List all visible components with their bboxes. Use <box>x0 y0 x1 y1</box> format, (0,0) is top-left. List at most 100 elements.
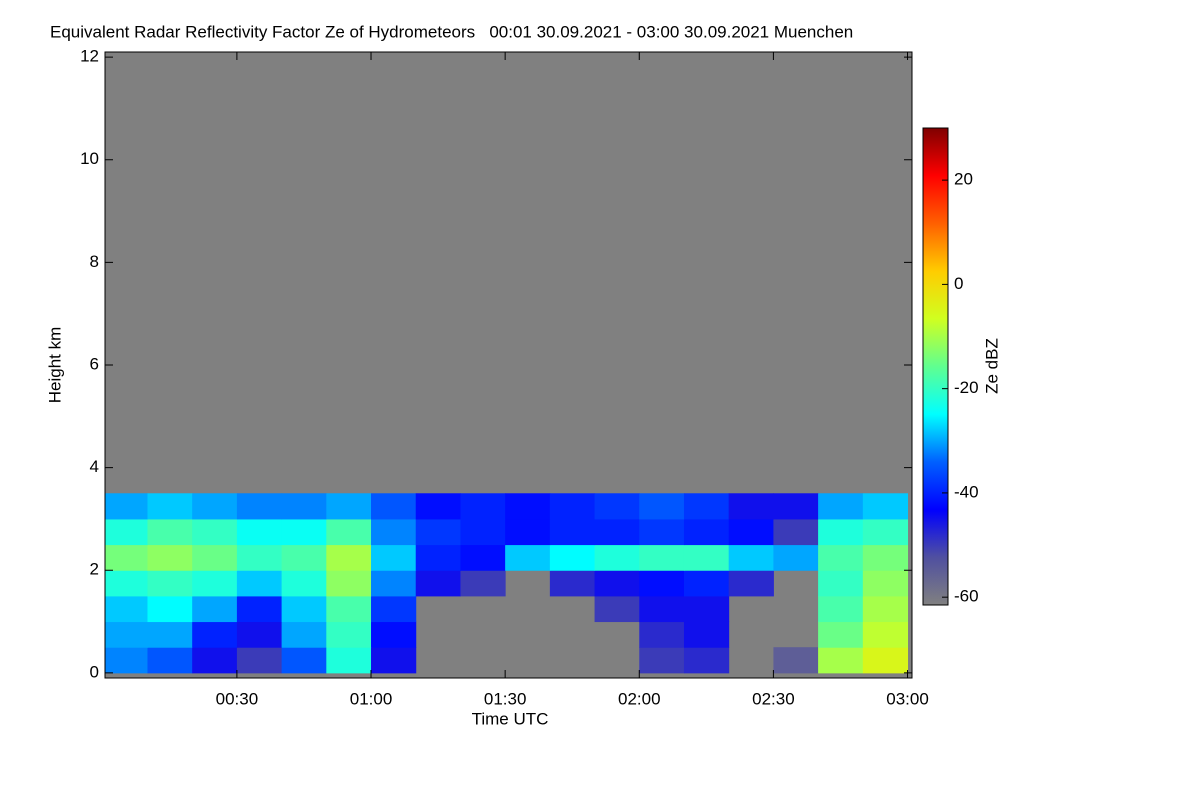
heatmap-cell <box>371 595 417 623</box>
x-axis-label: Time UTC <box>472 709 549 728</box>
colorbar-tick-label: -20 <box>954 378 979 397</box>
heatmap-cell <box>773 493 819 520</box>
heatmap-cell <box>549 493 596 520</box>
heatmap-cell <box>862 595 909 623</box>
heatmap-cell <box>147 544 193 571</box>
heatmap-cell <box>281 544 327 571</box>
heatmap-cell <box>147 518 193 546</box>
heatmap-cell <box>818 621 864 648</box>
heatmap-cell <box>683 493 730 520</box>
heatmap-cell <box>818 518 864 546</box>
heatmap-cell <box>147 570 193 597</box>
heatmap-cell <box>192 570 238 597</box>
heatmap-cell <box>683 544 730 571</box>
heatmap-cell <box>326 544 372 571</box>
heatmap-cell <box>460 570 506 597</box>
x-tick-label: 03:00 <box>886 689 929 708</box>
colorbar-tick-label: 0 <box>954 274 963 293</box>
y-tick-label: 12 <box>80 47 99 66</box>
colorbar-tick-label: 20 <box>954 170 973 189</box>
heatmap-cell <box>326 621 372 648</box>
heatmap <box>105 493 909 674</box>
x-tick-label: 01:00 <box>350 689 393 708</box>
heatmap-cell <box>818 595 864 623</box>
heatmap-cell <box>594 544 640 571</box>
heatmap-cell <box>728 544 774 571</box>
heatmap-cell <box>460 518 506 546</box>
heatmap-cell <box>415 544 461 571</box>
heatmap-cell <box>105 595 148 623</box>
heatmap-cell <box>683 518 730 546</box>
heatmap-cell <box>639 570 685 597</box>
heatmap-cell <box>683 621 730 648</box>
x-tick-label: 01:30 <box>484 689 527 708</box>
heatmap-cell <box>105 621 148 648</box>
heatmap-cell <box>862 518 909 546</box>
heatmap-cell <box>192 544 238 571</box>
heatmap-cell <box>505 493 551 520</box>
heatmap-cell <box>281 570 327 597</box>
heatmap-cell <box>192 621 238 648</box>
y-tick-label: 10 <box>80 149 99 168</box>
heatmap-cell <box>728 493 774 520</box>
heatmap-cell <box>281 621 327 648</box>
heatmap-cell <box>192 595 238 623</box>
heatmap-cell <box>862 570 909 597</box>
y-axis-label: Height km <box>45 327 64 404</box>
heatmap-cell <box>460 544 506 571</box>
heatmap-cell <box>728 570 774 597</box>
heatmap-cell <box>147 595 193 623</box>
heatmap-cell <box>818 544 864 571</box>
heatmap-cell <box>236 647 283 674</box>
heatmap-cell <box>773 647 819 674</box>
heatmap-cell <box>105 518 148 546</box>
heatmap-cell <box>683 570 730 597</box>
heatmap-cell <box>862 544 909 571</box>
heatmap-cell <box>105 493 148 520</box>
heatmap-cell <box>862 493 909 520</box>
heatmap-cell <box>415 493 461 520</box>
y-tick-label: 2 <box>90 560 99 579</box>
heatmap-cell <box>281 647 327 674</box>
heatmap-cell <box>371 621 417 648</box>
x-tick-label: 00:30 <box>216 689 259 708</box>
heatmap-cell <box>371 493 417 520</box>
heatmap-cell <box>236 570 283 597</box>
colorbar-tick-label: -40 <box>954 482 979 501</box>
heatmap-cell <box>147 647 193 674</box>
heatmap-cell <box>236 595 283 623</box>
heatmap-cell <box>415 518 461 546</box>
heatmap-cell <box>326 647 372 674</box>
heatmap-cell <box>105 647 148 674</box>
colorbar <box>922 127 949 606</box>
colorbar-tick-label: -60 <box>954 587 979 606</box>
y-tick-label: 0 <box>90 662 99 681</box>
heatmap-cell <box>728 518 774 546</box>
colorbar-label: Ze dBZ <box>982 338 1001 394</box>
heatmap-cell <box>105 570 148 597</box>
heatmap-cell <box>505 518 551 546</box>
heatmap-cell <box>594 518 640 546</box>
heatmap-cell <box>639 518 685 546</box>
heatmap-cell <box>639 493 685 520</box>
heatmap-cell <box>683 595 730 623</box>
heatmap-cell <box>862 647 909 674</box>
heatmap-cell <box>549 570 596 597</box>
heatmap-cell <box>236 544 283 571</box>
heatmap-cell <box>415 570 461 597</box>
heatmap-cell <box>862 621 909 648</box>
heatmap-cell <box>236 621 283 648</box>
y-tick-label: 8 <box>90 252 99 271</box>
heatmap-cell <box>147 621 193 648</box>
heatmap-cell <box>594 570 640 597</box>
heatmap-cell <box>818 493 864 520</box>
heatmap-cell <box>105 544 148 571</box>
heatmap-cell <box>326 595 372 623</box>
y-tick-label: 6 <box>90 354 99 373</box>
heatmap-cell <box>549 544 596 571</box>
heatmap-cell <box>371 647 417 674</box>
heatmap-cell <box>505 544 551 571</box>
y-tick-label: 4 <box>90 457 99 476</box>
heatmap-cell <box>371 518 417 546</box>
chart-title: Equivalent Radar Reflectivity Factor Ze … <box>50 22 853 41</box>
